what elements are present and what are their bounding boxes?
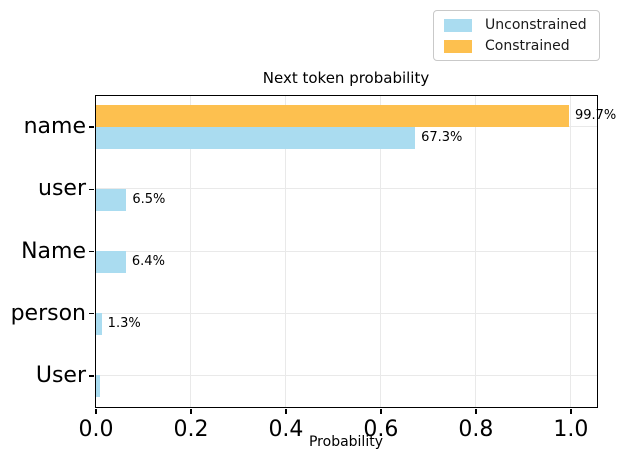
bar-constrained-name [95, 104, 569, 127]
x-tick-label: 0.0 [78, 417, 114, 442]
x-tick-label: 0.2 [173, 417, 209, 442]
chart-title: Next token probability [262, 69, 430, 87]
y-gridline [95, 312, 597, 314]
x-tick [475, 408, 477, 414]
y-gridline [95, 188, 597, 190]
legend-swatch-constrained-icon [444, 39, 472, 53]
legend: Unconstrained Constrained [433, 10, 600, 61]
y-tick [89, 126, 95, 128]
x-tick [380, 408, 382, 414]
bar-value-label-unconstrained-person: 1.3% [107, 316, 141, 332]
bar-value-label-unconstrained-Name: 6.4% [131, 254, 165, 269]
y-tick-label: User [35, 362, 86, 388]
bar-value-label-unconstrained-name: 67.3% [421, 129, 463, 145]
bar-unconstrained-name [95, 126, 416, 149]
y-tick-label: person [10, 300, 86, 326]
bar-unconstrained-User [95, 375, 101, 398]
x-tick [190, 408, 192, 414]
legend-item-unconstrained: Unconstrained [444, 17, 587, 33]
x-tick-label: 0.8 [458, 417, 494, 442]
plot-area: 99.7% 67.3% 6.5% 6.4% 1.3% [94, 94, 616, 408]
y-tick-label: Name [21, 238, 86, 264]
x-tick [570, 408, 572, 414]
legend-swatch-unconstrained-icon [444, 18, 472, 32]
x-tick-label: 0.4 [268, 417, 304, 442]
legend-item-constrained: Constrained [444, 38, 587, 54]
x-tick [285, 408, 287, 414]
bar-value-label-unconstrained-user: 6.5% [132, 191, 166, 207]
x-tick-label: 0.6 [363, 417, 399, 442]
y-tick [89, 312, 95, 315]
y-tick [89, 250, 95, 253]
bar-unconstrained-Name [95, 251, 126, 273]
y-tick-label: name [23, 114, 86, 140]
legend-label-unconstrained: Unconstrained [485, 17, 587, 33]
x-tick-label: 1.0 [553, 417, 589, 442]
legend-label-constrained: Constrained [485, 38, 570, 54]
bar-unconstrained-user [95, 188, 127, 211]
bar-unconstrained-person [95, 313, 102, 336]
bar-value-label-constrained-name: 99.7% [574, 107, 617, 123]
x-axis-label: Probability [308, 434, 383, 450]
y-tick-label: user [38, 176, 86, 202]
y-gridline [95, 374, 597, 376]
y-gridline [95, 250, 597, 252]
y-tick [89, 188, 95, 191]
y-tick [89, 375, 95, 377]
x-tick [95, 408, 97, 414]
